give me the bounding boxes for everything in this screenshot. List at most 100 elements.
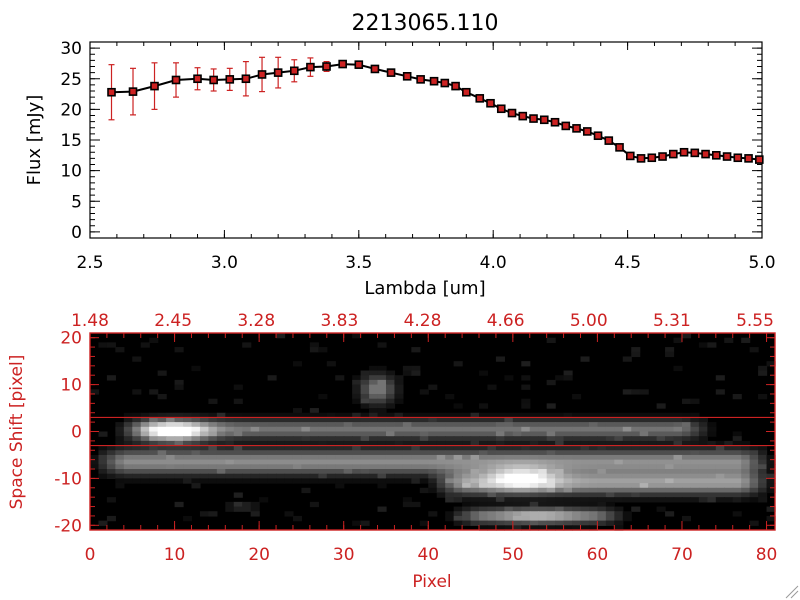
image-pixel [132,464,142,470]
image-pixel [521,497,531,503]
image-pixel [572,473,582,479]
image-pixel [529,492,539,498]
image-pixel [639,431,649,437]
image-pixel [335,417,345,423]
image-pixel [487,487,497,494]
image-pixel [369,436,379,442]
image-pixel [174,426,184,433]
image-pixel [377,408,387,414]
image-pixel [605,436,615,442]
image-pixel [242,464,252,470]
image-pixel [673,464,683,470]
image-pixel [445,436,455,442]
image-pixel [698,473,708,479]
image-pixel [267,412,277,419]
image-pixel [512,497,522,503]
image-pixel [605,422,615,428]
image-pixel [538,478,548,484]
image-pixel [656,506,666,512]
image-pixel [419,389,429,395]
image-pixel [504,483,514,489]
image-pixel [462,422,472,428]
image-pixel [453,445,463,451]
image-pixel [622,440,632,447]
image-pixel [588,520,599,526]
image-pixel [588,445,599,451]
image-pixel [377,464,387,470]
image-pixel [690,492,700,498]
image-pixel [665,473,675,479]
image-pixel [470,417,480,423]
image-pixel [369,454,379,461]
image-pixel [724,454,734,461]
image-pixel [681,492,692,498]
image-pixel [479,520,489,526]
image-pixel [445,393,455,400]
image-pixel [538,431,548,437]
image-pixel [199,445,209,451]
image-pixel [318,426,328,433]
image-pixel [301,469,311,475]
image-pixel [563,440,573,447]
image-pixel [555,478,565,484]
image-pixel [140,426,150,433]
image-pixel [563,478,573,484]
image-pixel [242,501,252,508]
image-pixel [419,464,429,470]
image-pixel [470,506,480,512]
image-pixel [546,422,556,428]
image-pixel [157,469,167,475]
image-pixel [555,483,565,489]
image-pixel [385,417,396,423]
image-pixel [462,436,472,442]
image-pixel [648,445,658,451]
image-pixel [115,459,125,465]
image-pixel [369,379,379,386]
image-pixel [453,487,463,494]
image-pixel [445,473,455,479]
image-pixel [216,417,226,423]
image-pixel [191,454,201,461]
image-pixel [470,520,480,526]
image-pixel [766,478,776,484]
data-point [306,62,315,72]
image-pixel [504,497,514,503]
image-pixel [335,459,345,465]
image-pixel [622,497,632,503]
y-tick-label: 20 [60,100,82,120]
image-pixel [495,478,505,484]
image-pixel [724,450,734,456]
image-pixel [250,436,260,442]
image-pixel [284,464,294,470]
image-pixel [174,436,184,442]
image-pixel [453,450,463,456]
image-pixel [504,454,514,461]
image-pixel [140,342,150,348]
resize-grip-icon[interactable] [785,585,799,599]
image-pixel [462,412,472,419]
image-pixel [563,370,573,376]
image-pixel [715,469,725,475]
image-pixel [521,487,531,494]
image-pixel [495,497,505,503]
image-pixel [132,412,142,419]
image-pixel [284,445,294,451]
image-pixel [343,445,353,451]
image-pixel [411,436,421,442]
image-pixel [563,506,573,512]
image-pixel [191,422,201,428]
image-pixel [352,375,362,381]
image-pixel [242,459,252,465]
image-pixel [656,497,666,503]
image-pixel [597,431,607,437]
image-pixel [546,483,556,489]
image-pixel [233,459,243,465]
image-pixel [385,412,396,419]
image-pixel [250,412,260,419]
image-pixel [546,436,556,442]
image-pixel [199,478,209,484]
image-pixel [572,492,582,498]
image-pixel [90,389,100,395]
image-pixel [225,478,235,484]
image-pixel [521,506,531,512]
